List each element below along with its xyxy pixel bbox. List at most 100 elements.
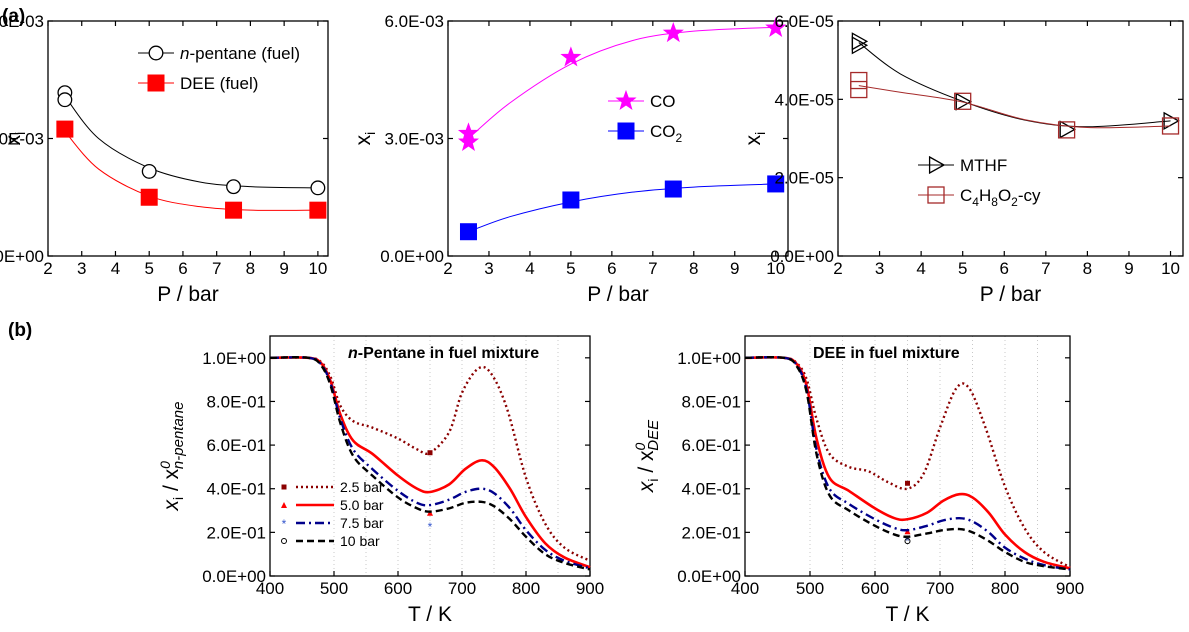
- x-tick-label: 2: [443, 259, 452, 278]
- y-tick-label: 1.0E-03: [0, 130, 44, 149]
- series-line-0: [269, 356, 591, 562]
- x-tick-label: 8: [1083, 259, 1092, 278]
- x-tick-label: 5: [958, 259, 967, 278]
- exp-point: [427, 450, 433, 456]
- legend-marker: [928, 155, 946, 175]
- y-tick-label: 2.0E-03: [0, 12, 44, 31]
- data-point: [1163, 111, 1180, 130]
- x-axis-label: P / bar: [157, 283, 218, 306]
- chart-title: DEE in fuel mixture: [813, 345, 960, 362]
- x-tick-label: 7: [1041, 259, 1050, 278]
- y-tick-label: 4.0E-01: [681, 480, 741, 499]
- y-tick-label: 0.0E+00: [0, 247, 44, 266]
- x-tick-label: 10: [766, 259, 785, 278]
- exp-point: *: [428, 520, 433, 534]
- legend-label: C4H8O2-cy: [960, 186, 1041, 209]
- chart-5: 400 500 600 700 800 900 0.0E+00 2.0E-01 4.0E-01 6…: [632, 335, 1084, 626]
- chart-2: 2 3 4 5 6 7 8 9 10 0.0E+00 3.0E-03 6.0E-03 P / bar xi…: [352, 12, 789, 306]
- y-axis-label: xi: [2, 132, 28, 146]
- x-tick-label: 10: [308, 259, 327, 278]
- y-axis-label: xi / x0n-pentane: [157, 402, 187, 512]
- series-line-3: [269, 356, 591, 571]
- data-point: [662, 22, 684, 43]
- y-tick-label: 2.0E-01: [206, 523, 266, 542]
- data-point: [1161, 117, 1180, 135]
- x-tick-label: 6: [178, 259, 187, 278]
- y-tick-label: 2.0E-05: [774, 169, 834, 188]
- x-tick-label: 7: [648, 259, 657, 278]
- chart-1: 2 3 4 5 6 7 8 9 10 0.0E+00 1.0E-03 2.0E-03 P / bar xi…: [0, 12, 329, 306]
- x-tick-label: 400: [256, 579, 284, 598]
- x-tick-label: 2: [43, 259, 52, 278]
- plot-frame: [744, 335, 1071, 577]
- y-axis-label: xi: [742, 132, 768, 146]
- y-tick-label: 2.0E-01: [681, 523, 741, 542]
- fit-line-1: [468, 183, 776, 233]
- chart-3: 2 3 4 5 6 7 8 9 100.0E+002.0E-054.0E-056.0E-05P …: [742, 12, 1184, 306]
- x-tick-label: 9: [730, 259, 739, 278]
- legend-marker: [615, 89, 637, 110]
- x-tick-label: 600: [384, 579, 412, 598]
- x-tick-label: 4: [525, 259, 534, 278]
- data-point: [57, 92, 73, 108]
- exp-point: [905, 480, 910, 486]
- y-tick-label: 8.0E-01: [681, 392, 741, 411]
- fit-line-1: [64, 131, 318, 211]
- data-point: [562, 191, 580, 209]
- legend-marker: *: [282, 517, 287, 531]
- data-point: [310, 180, 326, 196]
- x-tick-label: 3: [875, 259, 884, 278]
- y-axis-label: xi / x0DEE: [632, 419, 662, 493]
- data-point: [850, 80, 868, 99]
- series-line-2: [269, 356, 591, 570]
- x-tick-label: 6: [607, 259, 616, 278]
- legend-label: 10 bar: [340, 533, 380, 549]
- x-axis-label: T / K: [886, 603, 930, 626]
- y-tick-label: 1.0E+00: [202, 349, 266, 368]
- x-tick-label: 700: [926, 579, 954, 598]
- data-point: [1059, 120, 1076, 139]
- x-tick-label: 8: [246, 259, 255, 278]
- chart-title: n-Pentane in fuel mixture: [348, 345, 539, 362]
- legend-marker: [147, 74, 165, 92]
- data-point: [457, 130, 480, 151]
- data-point: [309, 201, 327, 219]
- x-tick-label: 3: [77, 259, 86, 278]
- data-point: [560, 46, 582, 67]
- data-point: [955, 92, 973, 111]
- data-point: [226, 179, 241, 195]
- y-tick-label: 4.0E-05: [774, 90, 834, 109]
- y-tick-label: 6.0E-01: [206, 436, 266, 455]
- x-tick-label: 8: [689, 259, 698, 278]
- y-tick-label: 0.0E+00: [677, 567, 741, 586]
- legend-label: 5.0 bar: [340, 497, 384, 513]
- data-point: [225, 201, 243, 219]
- x-tick-label: 500: [320, 579, 348, 598]
- x-tick-label: 6: [1000, 259, 1009, 278]
- x-axis-label: P / bar: [587, 283, 648, 306]
- legend-marker: [927, 186, 945, 204]
- y-tick-label: 4.0E-01: [206, 480, 266, 499]
- fit-line-0: [468, 26, 776, 139]
- data-point: [765, 16, 787, 38]
- x-axis-label: T / K: [408, 603, 452, 626]
- data-point: [459, 223, 477, 241]
- legend-marker: [617, 122, 635, 140]
- x-tick-label: 900: [1056, 579, 1084, 598]
- legend-marker: [148, 45, 164, 61]
- legend-label: 7.5 bar: [340, 515, 384, 531]
- legend-label: CO2: [650, 122, 683, 145]
- legend-label: n-pentane (fuel): [180, 44, 300, 63]
- y-tick-label: 3.0E-03: [384, 130, 444, 149]
- plot-frame: [837, 20, 1184, 257]
- exp-point: [904, 538, 911, 545]
- legend-label: MTHF: [960, 156, 1007, 175]
- legend-marker: [281, 538, 287, 544]
- x-tick-label: 3: [484, 259, 493, 278]
- x-tick-label: 500: [796, 579, 824, 598]
- x-tick-label: 4: [916, 259, 925, 278]
- y-tick-label: 6.0E-01: [681, 436, 741, 455]
- series-line-3: [744, 355, 1071, 571]
- x-tick-label: 2: [833, 259, 842, 278]
